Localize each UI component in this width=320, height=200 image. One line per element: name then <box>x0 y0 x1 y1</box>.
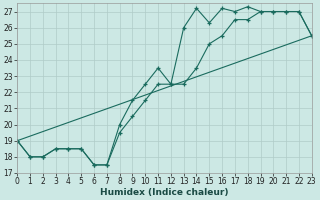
X-axis label: Humidex (Indice chaleur): Humidex (Indice chaleur) <box>100 188 229 197</box>
